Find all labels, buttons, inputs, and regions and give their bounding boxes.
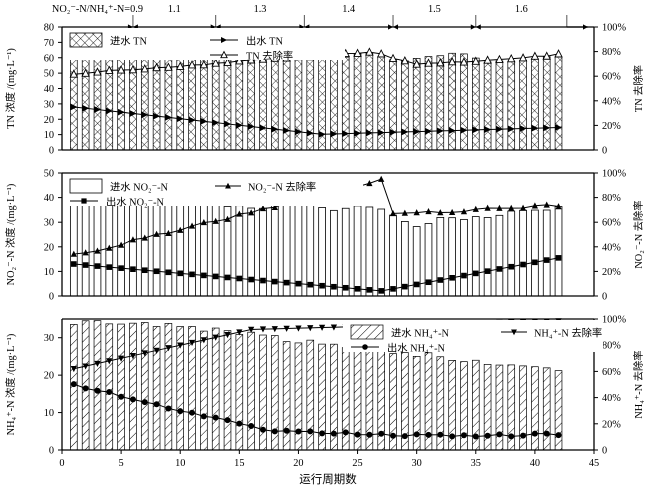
svg-text:80: 80 (44, 23, 54, 34)
svg-text:10: 10 (44, 408, 54, 419)
svg-text:0: 0 (59, 458, 64, 469)
svg-text:15: 15 (234, 458, 244, 469)
svg-text:25: 25 (352, 458, 362, 469)
svg-text:1.5: 1.5 (428, 4, 441, 15)
svg-text:80%: 80% (602, 193, 621, 204)
svg-text:0: 0 (602, 292, 607, 303)
svg-text:40: 40 (530, 458, 540, 469)
svg-text:进水 TN: 进水 TN (110, 36, 147, 48)
svg-text:5: 5 (119, 458, 124, 469)
svg-text:20: 20 (293, 458, 303, 469)
svg-text:40: 40 (44, 84, 54, 95)
svg-text:进水 NO₂⁻-N: 进水 NO₂⁻-N (110, 182, 168, 194)
svg-text:35: 35 (471, 458, 481, 469)
svg-text:出水 NO₂⁻-N: 出水 NO₂⁻-N (106, 196, 164, 209)
svg-text:1.3: 1.3 (254, 4, 267, 15)
svg-text:TN 去除率: TN 去除率 (246, 50, 293, 63)
svg-text:TN 浓度 /(mg·L⁻¹): TN 浓度 /(mg·L⁻¹) (4, 48, 17, 129)
svg-text:NH₄⁺-N 去除率: NH₄⁺-N 去除率 (632, 350, 645, 418)
svg-text:30: 30 (44, 333, 54, 344)
svg-text:40%: 40% (602, 96, 621, 107)
svg-text:出水 NH₄⁺-N: 出水 NH₄⁺-N (387, 342, 445, 355)
svg-text:NH₄⁺-N 浓度 /(mg·L⁻¹): NH₄⁺-N 浓度 /(mg·L⁻¹) (4, 334, 17, 436)
svg-text:NO₂⁻-N 去除率: NO₂⁻-N 去除率 (632, 200, 645, 268)
svg-text:出水 TN: 出水 TN (246, 35, 283, 48)
svg-text:40: 40 (44, 193, 54, 204)
svg-text:45: 45 (589, 458, 599, 469)
svg-text:20%: 20% (602, 121, 621, 132)
svg-text:NO₂⁻-N 去除率: NO₂⁻-N 去除率 (248, 181, 316, 194)
svg-text:80%: 80% (602, 47, 621, 58)
svg-text:0: 0 (602, 446, 607, 457)
svg-text:0: 0 (49, 446, 54, 457)
svg-text:TN 去除率: TN 去除率 (632, 65, 645, 112)
svg-text:20: 20 (44, 115, 54, 126)
svg-text:60%: 60% (602, 218, 621, 229)
svg-text:100%: 100% (602, 315, 626, 326)
svg-text:NH₄⁺-N 去除率: NH₄⁺-N 去除率 (534, 327, 602, 340)
svg-text:50: 50 (44, 69, 54, 80)
svg-text:NO₂⁻-N 浓度 /(mg·L⁻¹): NO₂⁻-N 浓度 /(mg·L⁻¹) (4, 184, 17, 286)
svg-text:30: 30 (44, 99, 54, 110)
svg-text:进水 NH₄⁺-N: 进水 NH₄⁺-N (391, 328, 449, 340)
svg-text:NO₂⁻-N/NH₄⁺-N=0.9: NO₂⁻-N/NH₄⁺-N=0.9 (52, 4, 143, 15)
svg-text:20%: 20% (602, 267, 621, 278)
svg-text:30: 30 (412, 458, 422, 469)
svg-text:10: 10 (44, 130, 54, 141)
svg-text:0: 0 (49, 146, 54, 157)
svg-text:20: 20 (44, 242, 54, 253)
svg-text:70: 70 (44, 38, 54, 49)
svg-text:60%: 60% (602, 367, 621, 378)
svg-text:10: 10 (44, 267, 54, 278)
svg-text:20: 20 (44, 371, 54, 382)
svg-text:1.6: 1.6 (515, 4, 528, 15)
svg-text:运行周期数: 运行周期数 (299, 472, 357, 486)
svg-text:30: 30 (44, 218, 54, 229)
svg-text:1.1: 1.1 (168, 4, 181, 15)
svg-text:10: 10 (175, 458, 185, 469)
svg-text:100%: 100% (602, 169, 626, 180)
svg-text:0: 0 (49, 292, 54, 303)
svg-text:20%: 20% (602, 419, 621, 430)
svg-text:100%: 100% (602, 23, 626, 34)
svg-text:40%: 40% (602, 242, 621, 253)
svg-text:60: 60 (44, 53, 54, 64)
svg-text:80%: 80% (602, 341, 621, 352)
svg-text:40%: 40% (602, 393, 621, 404)
svg-text:50: 50 (44, 169, 54, 180)
svg-text:60%: 60% (602, 72, 621, 83)
svg-text:0: 0 (602, 146, 607, 157)
svg-text:1.4: 1.4 (342, 4, 355, 15)
